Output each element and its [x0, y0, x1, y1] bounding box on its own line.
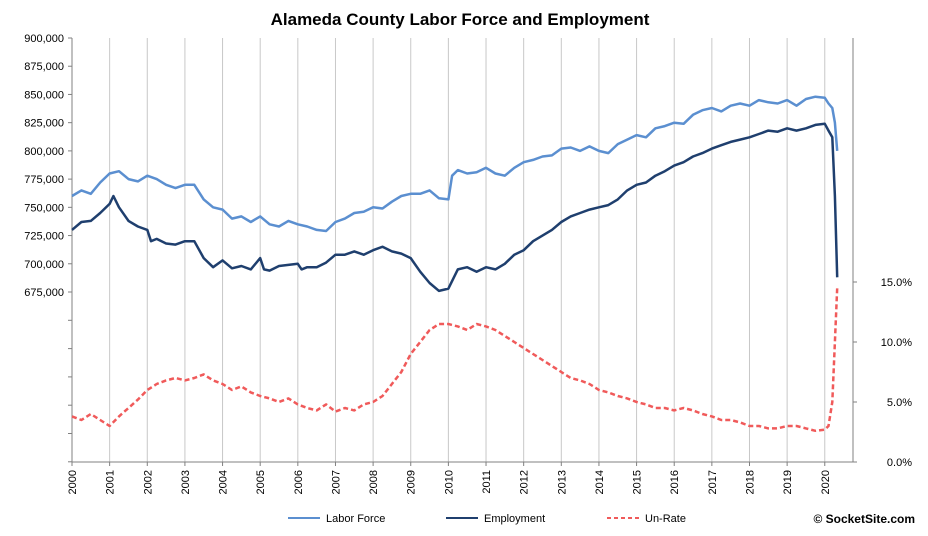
left-tick-label: 800,000 — [24, 146, 64, 158]
x-tick-label: 2014 — [594, 470, 606, 494]
x-tick-label: 2003 — [180, 470, 192, 494]
chart-title: Alameda County Labor Force and Employmen… — [271, 10, 650, 29]
right-tick-label: 15.0% — [881, 277, 912, 289]
x-tick-label: 2002 — [142, 470, 154, 494]
x-tick-label: 2018 — [744, 470, 756, 494]
axes — [71, 38, 854, 463]
legend-label: Labor Force — [326, 513, 385, 525]
credit-label: © SocketSite.com — [813, 512, 915, 526]
left-tick-label: 775,000 — [24, 174, 64, 186]
series-lines — [71, 95, 839, 433]
left-axis-ticks: 675,000 700,000 725,000 750,000 775,000 800,0… — [24, 33, 72, 463]
legend: Labor Force Employment Un-Rate — [288, 513, 686, 525]
series-line-un-rate — [71, 287, 839, 433]
x-axis-ticks: 2000 2001 2002 2003 2004 2005 2006 2007 2008 2009… — [67, 462, 832, 494]
legend-label: Employment — [484, 513, 545, 525]
x-tick-label: 2007 — [330, 470, 342, 494]
x-tick-label: 2012 — [519, 470, 531, 494]
x-tick-label: 2004 — [218, 470, 230, 494]
x-tick-label: 2010 — [443, 470, 455, 494]
left-tick-label: 750,000 — [24, 202, 64, 214]
x-tick-label: 2001 — [105, 470, 117, 494]
left-tick-label: 725,000 — [24, 231, 64, 243]
right-axis-ticks: 0.0% 5.0% 10.0% 15.0% — [853, 277, 912, 469]
right-tick-label: 10.0% — [881, 337, 912, 349]
x-tick-label: 2000 — [67, 470, 79, 494]
left-tick-label: 675,000 — [24, 287, 64, 299]
left-tick-label: 825,000 — [24, 118, 64, 130]
grid-lines — [71, 38, 826, 462]
x-tick-label: 2005 — [255, 470, 267, 494]
legend-label: Un-Rate — [645, 513, 686, 525]
right-tick-label: 0.0% — [887, 457, 912, 469]
x-tick-label: 2011 — [481, 470, 493, 494]
left-tick-label: 900,000 — [24, 33, 64, 45]
right-tick-label: 5.0% — [887, 397, 912, 409]
x-tick-label: 2009 — [406, 470, 418, 494]
series-line-labor-force — [71, 95, 839, 233]
x-tick-label: 2008 — [368, 470, 380, 494]
left-tick-label: 850,000 — [24, 89, 64, 101]
x-tick-label: 2020 — [820, 470, 832, 494]
x-tick-label: 2013 — [556, 470, 568, 494]
left-tick-label: 875,000 — [24, 61, 64, 73]
x-tick-label: 2006 — [293, 470, 305, 494]
x-tick-label: 2016 — [669, 470, 681, 494]
x-tick-label: 2015 — [632, 470, 644, 494]
x-tick-label: 2017 — [707, 470, 719, 494]
left-tick-label: 700,000 — [24, 259, 64, 271]
x-tick-label: 2019 — [782, 470, 794, 494]
series-line-employment — [71, 122, 839, 293]
